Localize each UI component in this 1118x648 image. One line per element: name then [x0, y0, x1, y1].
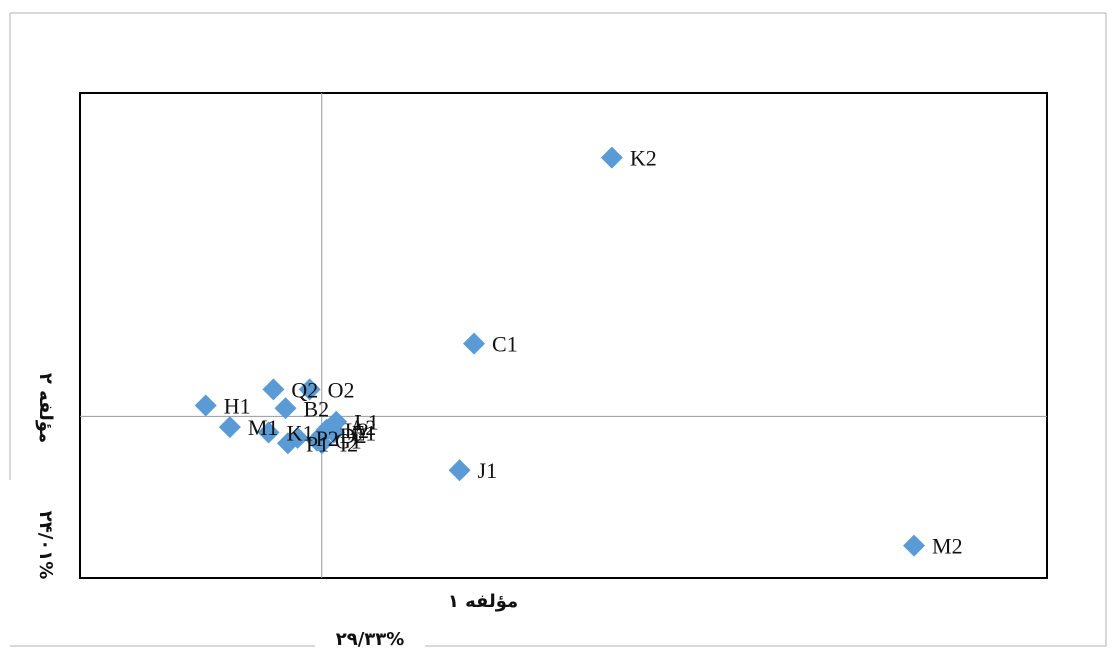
- data-point-k1: [257, 421, 280, 444]
- data-label-i2: I2: [340, 431, 358, 456]
- data-label-p1: P1: [306, 431, 329, 456]
- plot-frame: [79, 92, 1048, 579]
- data-point-o2: [298, 378, 321, 401]
- data-label-j1: J1: [478, 458, 498, 483]
- data-label-e1: E1: [352, 421, 376, 446]
- data-label-m2: M2: [932, 534, 963, 559]
- data-point-p1: [276, 432, 299, 455]
- data-label-q2: Q2: [291, 377, 318, 402]
- data-label-c1: C1: [492, 332, 518, 357]
- data-label-o2: O2: [328, 377, 355, 402]
- data-point-q2: [262, 378, 285, 401]
- y-axis-title: مؤلفه ۲: [35, 373, 56, 443]
- data-point-j1: [448, 459, 471, 482]
- data-point-m1: [218, 416, 241, 439]
- data-point-e1: [322, 421, 345, 444]
- data-point-h1: [194, 394, 217, 417]
- data-label-l1: L1: [354, 410, 378, 435]
- data-label-k2: K2: [630, 146, 657, 171]
- data-point-k2: [600, 146, 623, 169]
- x-axis-title: مؤلفه ۱: [448, 591, 518, 612]
- data-label-g1: G1: [335, 429, 362, 454]
- outer-border: [9, 12, 1107, 647]
- data-label-l2: L2: [345, 418, 369, 443]
- data-point-m2: [903, 534, 926, 557]
- data-point-c1: [463, 332, 486, 355]
- data-label-k1: K1: [287, 421, 314, 446]
- data-label-d2: D2: [340, 423, 367, 448]
- data-label-h1: H1: [224, 394, 251, 419]
- data-label-a2: A2: [349, 415, 376, 440]
- x-variance-label: ۲۹/۳۳%: [336, 629, 405, 648]
- data-point-b2: [274, 397, 297, 420]
- data-label-m1: M1: [248, 415, 279, 440]
- y-variance-label: ۲۴/۰۱%: [35, 511, 56, 580]
- data-label-p2: P2: [316, 426, 339, 451]
- data-point-g1: [305, 429, 328, 452]
- data-points: [194, 146, 926, 557]
- data-label-b2: B2: [303, 396, 329, 421]
